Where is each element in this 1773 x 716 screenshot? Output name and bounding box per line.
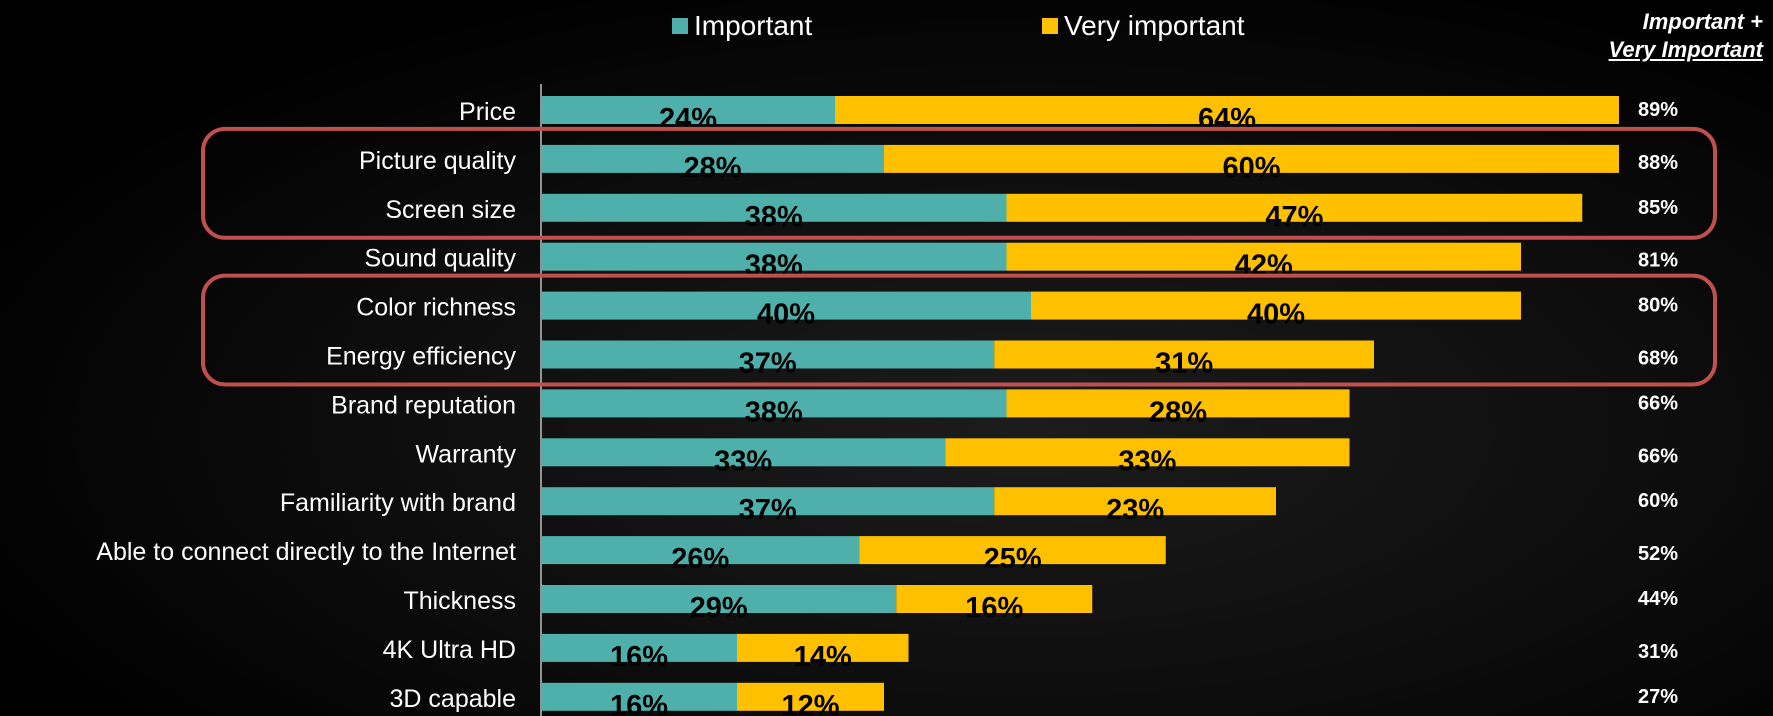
bar-very-important (1006, 193, 1583, 222)
data-label-very-important: 31% (1155, 348, 1213, 380)
highlight-box (201, 126, 1717, 240)
bar-very-important (896, 585, 1093, 613)
data-label-important: 38% (745, 396, 803, 428)
data-label-important: 33% (714, 445, 772, 477)
bar-very-important (994, 487, 1276, 516)
bar-very-important (945, 438, 1350, 467)
bar-important (541, 242, 1007, 271)
total-label: 66% (1638, 392, 1678, 414)
data-label-very-important: 23% (1106, 494, 1164, 526)
legend-label-important: Important (694, 10, 813, 41)
bar-important (541, 633, 737, 662)
bar-important (541, 193, 1007, 222)
legend-item-important: Important (672, 8, 812, 44)
bar-important (541, 438, 946, 467)
data-label-important: 29% (690, 592, 748, 624)
bar-important (541, 144, 884, 173)
legend-label-very-important: Very important (1064, 10, 1245, 41)
data-label-very-important: 28% (1149, 396, 1207, 428)
total-label: 44% (1638, 588, 1678, 610)
data-label-very-important: 12% (781, 690, 839, 716)
category-label: Energy efficiency (326, 343, 516, 371)
data-label-important: 37% (739, 348, 797, 380)
total-label: 80% (1638, 295, 1678, 317)
category-label: Able to connect directly to the Internet (96, 538, 516, 566)
bar-very-important (1006, 242, 1521, 271)
data-label-very-important: 47% (1265, 201, 1323, 233)
data-label-very-important: 40% (1247, 299, 1305, 331)
total-label: 89% (1638, 99, 1678, 121)
data-label-important: 40% (757, 299, 815, 331)
bar-very-important (994, 340, 1374, 369)
data-label-very-important: 14% (794, 641, 852, 673)
category-label: Brand reputation (331, 391, 516, 419)
total-column-header: Important + Very Important (1523, 8, 1763, 64)
bar-very-important (884, 144, 1619, 173)
total-label: 85% (1638, 197, 1678, 219)
data-label-important: 37% (739, 494, 797, 526)
total-label: 27% (1638, 686, 1678, 708)
bar-very-important (859, 536, 1166, 565)
bar-important (541, 682, 737, 711)
category-label: Familiarity with brand (280, 489, 516, 517)
category-label: Price (459, 98, 516, 126)
bar-very-important (737, 633, 909, 662)
legend-swatch-very-important (1042, 18, 1058, 34)
bar-important (541, 291, 1031, 320)
total-label: 66% (1638, 445, 1678, 467)
total-label: 88% (1638, 152, 1678, 174)
total-label: 68% (1638, 348, 1678, 370)
bar-important (541, 96, 835, 124)
data-label-very-important: 25% (984, 543, 1042, 575)
bar-very-important (835, 96, 1619, 124)
total-label: 81% (1638, 250, 1678, 272)
category-label: Color richness (356, 294, 516, 322)
bar-very-important (737, 682, 884, 711)
total-header-line1: Important + (1642, 9, 1763, 34)
bar-very-important (1006, 389, 1350, 418)
data-label-very-important: 60% (1222, 152, 1280, 184)
total-label: 60% (1638, 490, 1678, 512)
category-label: Screen size (385, 196, 516, 224)
legend-swatch-important (672, 18, 688, 34)
data-label-important: 26% (671, 543, 729, 575)
category-label: Thickness (403, 587, 516, 615)
category-label: Warranty (416, 440, 517, 468)
category-label: Picture quality (359, 147, 517, 175)
bar-very-important (1031, 291, 1521, 320)
total-header-line2: Very Important (1608, 37, 1763, 62)
bar-important (541, 389, 1007, 418)
bar-important (541, 536, 860, 565)
data-label-important: 16% (610, 641, 668, 673)
legend-item-very-important: Very important (1042, 8, 1245, 44)
category-label: 4K Ultra HD (383, 636, 516, 664)
highlight-box (201, 273, 1717, 387)
total-label: 31% (1638, 641, 1678, 663)
category-label: 3D capable (390, 685, 516, 713)
data-label-very-important: 16% (965, 592, 1023, 624)
bar-important (541, 585, 897, 613)
bar-important (541, 340, 995, 369)
bar-important (541, 487, 995, 516)
data-label-important: 28% (683, 152, 741, 184)
data-label-very-important: 33% (1118, 445, 1176, 477)
category-label: Sound quality (364, 245, 516, 273)
data-label-important: 38% (745, 201, 803, 233)
data-label-important: 16% (610, 690, 668, 716)
total-label: 52% (1638, 543, 1678, 565)
